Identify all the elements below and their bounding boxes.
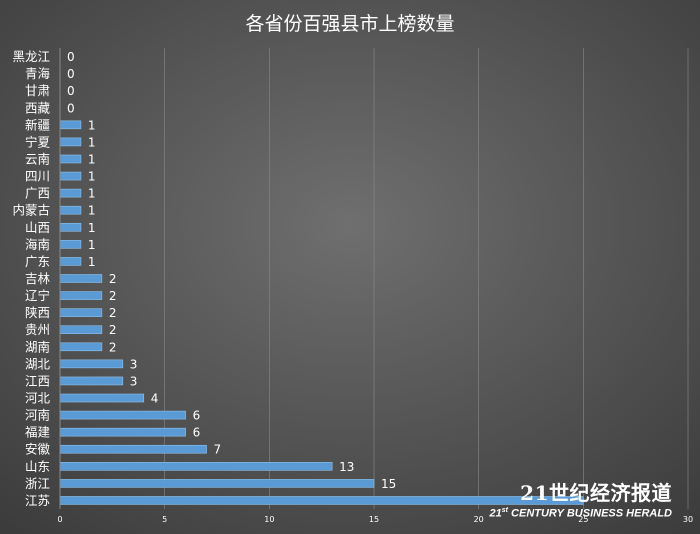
x-tick-label: 30 [683, 515, 693, 524]
bar [59, 120, 82, 130]
data-label: 1 [88, 152, 96, 166]
data-label: 1 [88, 187, 96, 201]
category-label: 山西 [25, 220, 50, 235]
bars [59, 120, 584, 505]
data-label: 1 [88, 204, 96, 218]
category-label: 河北 [25, 391, 51, 406]
x-tick-label: 10 [264, 515, 274, 524]
watermark-number: 21 [489, 508, 502, 520]
bar [59, 462, 333, 471]
category-label: 贵州 [25, 322, 50, 337]
data-label: 13 [339, 460, 354, 474]
data-label: 2 [109, 289, 117, 303]
x-axis-ticks: 0 5 10 15 20 25 30 [57, 515, 693, 524]
bar [59, 137, 82, 147]
watermark-name: CENTURY BUSINESS HERALD [507, 508, 672, 520]
category-label: 甘肃 [25, 83, 50, 98]
category-label: 福建 [25, 425, 51, 440]
category-label: 西藏 [25, 100, 51, 115]
data-label: 6 [193, 409, 201, 423]
data-label: 2 [109, 340, 117, 354]
watermark-subtitle: 21st CENTURY BUSINESS HERALD [490, 507, 673, 520]
category-label: 宁夏 [25, 134, 51, 149]
data-label: 1 [88, 221, 96, 235]
data-label: 3 [130, 357, 138, 371]
data-label: 0 [67, 101, 75, 115]
category-label: 河南 [25, 408, 50, 423]
category-label: 海南 [25, 237, 50, 252]
bar [59, 274, 103, 283]
category-label: 黑龙江 [12, 49, 50, 64]
bar [59, 240, 82, 249]
category-label: 广西 [25, 186, 50, 201]
bar [59, 427, 186, 437]
data-label: 1 [88, 118, 96, 132]
data-label: 0 [67, 84, 75, 98]
category-label: 辽宁 [25, 288, 50, 303]
data-label: 2 [109, 272, 117, 286]
data-label: 4 [151, 392, 159, 406]
data-label: 7 [214, 443, 222, 457]
category-label: 江西 [25, 373, 50, 388]
category-label: 云南 [25, 151, 50, 166]
category-label: 陕西 [25, 305, 50, 320]
bar [59, 308, 103, 317]
category-label: 江苏 [25, 493, 50, 508]
bar [59, 154, 82, 164]
bar [59, 410, 186, 420]
chart-title: 各省份百强县市上榜数量 [245, 13, 454, 35]
bar [59, 479, 375, 488]
bar [59, 393, 145, 403]
data-label: 2 [109, 306, 117, 320]
data-label: 6 [193, 426, 201, 440]
category-label: 四川 [25, 169, 50, 184]
category-label: 内蒙古 [12, 203, 50, 218]
category-label: 湖南 [25, 339, 50, 354]
category-label: 广东 [25, 254, 50, 269]
bar [59, 222, 82, 232]
category-labels: 黑龙江青海甘肃西藏新疆宁夏云南四川广西内蒙古山西海南广东吉林辽宁陕西贵州湖南湖北… [12, 49, 50, 508]
bar [59, 359, 124, 369]
x-tick-label: 5 [162, 515, 167, 524]
bar [59, 188, 82, 198]
data-label: 2 [109, 323, 117, 337]
bar [59, 257, 82, 266]
x-tick-label: 15 [369, 515, 379, 524]
data-label: 1 [88, 170, 96, 184]
data-label: 1 [88, 238, 96, 252]
x-tick-label: 0 [57, 515, 62, 524]
category-label: 新疆 [25, 117, 50, 132]
watermark-logo: 21世纪经济报道 21st CENTURY BUSINESS HERALD [490, 477, 673, 520]
category-label: 浙江 [25, 476, 50, 491]
category-label: 安徽 [25, 442, 51, 457]
x-tick-label: 20 [474, 515, 484, 524]
data-label: 1 [88, 255, 96, 269]
bar [59, 205, 82, 215]
bar [59, 291, 103, 300]
data-label: 0 [67, 50, 75, 64]
category-label: 吉林 [25, 271, 51, 286]
data-label: 1 [88, 135, 96, 149]
bar [59, 342, 103, 352]
watermark-title: 21世纪经济报道 [520, 481, 672, 506]
bar [59, 325, 103, 335]
data-label: 0 [67, 67, 75, 81]
category-label: 湖北 [25, 356, 51, 371]
bar [59, 444, 207, 454]
bar [59, 376, 124, 386]
category-label: 青海 [25, 66, 51, 81]
watermark-ordinal: st [501, 507, 508, 515]
x-tick-label: 25 [578, 515, 588, 524]
category-label: 山东 [25, 459, 50, 474]
bar [59, 171, 82, 181]
data-label: 3 [130, 374, 138, 388]
data-label: 15 [381, 477, 396, 491]
